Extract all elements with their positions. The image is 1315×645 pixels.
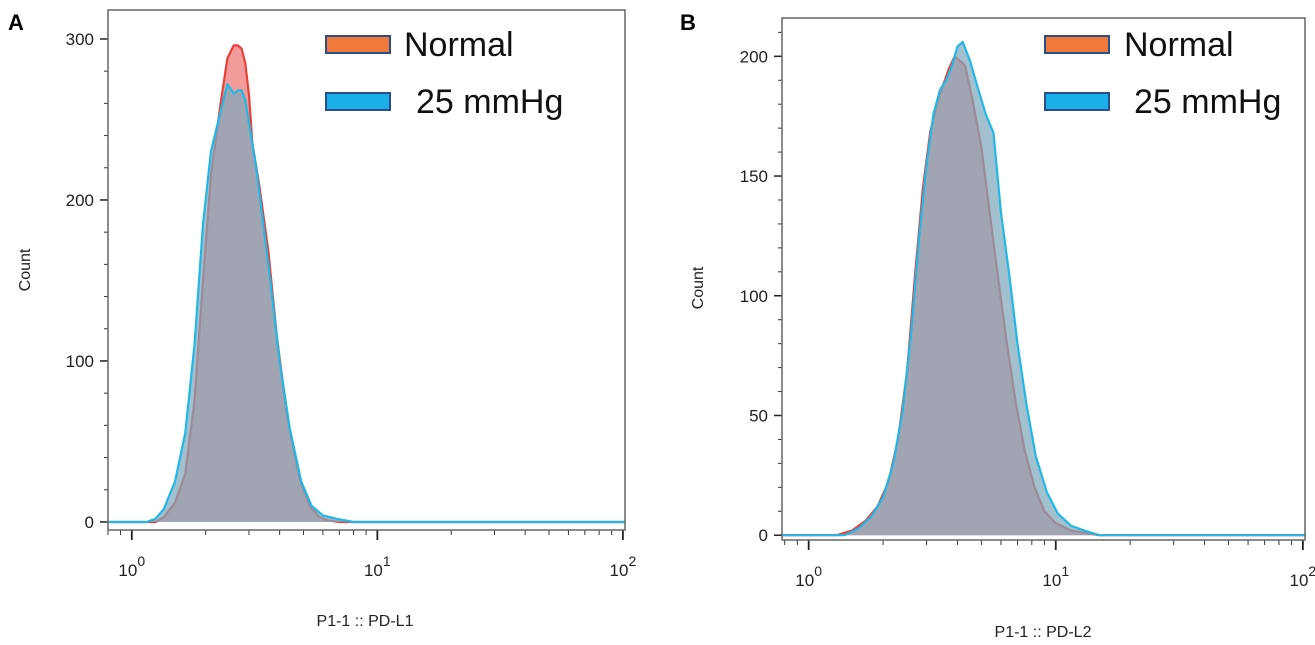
panel-a-legend-swatch-normal	[325, 35, 391, 54]
panel-a-y-axis-title: Count	[17, 248, 34, 291]
panel-b-legend-swatch-25mmhg	[1044, 92, 1110, 111]
panel-b-plot-area: 0 50 100 150 200 100 101 102	[740, 31, 1315, 590]
panel-b-x-tick-label: 100	[795, 563, 822, 590]
panel-b-line-25mmhg	[782, 40, 1305, 537]
panel-a-letter: A	[8, 10, 24, 35]
panel-a-y-tick-label: 300	[66, 30, 94, 49]
panel-b-y-tick-label: 0	[759, 526, 768, 545]
panel-a-legend: Normal 25 mmHg	[325, 26, 563, 121]
panel-b-y-tick-label: 100	[740, 287, 768, 306]
panel-a-x-tick-label: 100	[118, 553, 145, 580]
panel-a-x-tick-label: 101	[364, 553, 391, 580]
panel-b-legend: Normal 25 mmHg	[1044, 26, 1281, 121]
panel-b-area-25mmhg	[782, 41, 1305, 536]
panel-b-line-normal	[782, 55, 1305, 537]
panel-a-y-tick-label: 200	[66, 191, 94, 210]
panel-b-y-tick-label: 50	[749, 406, 768, 425]
panel-b-legend-swatch-normal	[1044, 35, 1110, 54]
panel-b-x-tick-label: 102	[1290, 563, 1315, 590]
panel-b-legend-label-normal: Normal	[1124, 26, 1234, 64]
panel-a-legend-label-25mmhg: 25 mmHg	[416, 83, 563, 121]
panel-a-y-tick-label: 0	[85, 513, 94, 532]
panel-a-frame	[107, 9, 626, 531]
panel-a-x-tick-label: 102	[610, 553, 637, 580]
panel-a-legend-label-normal: Normal	[404, 26, 514, 64]
panel-b-area-normal	[782, 56, 1305, 536]
panel-a-line-25mmhg	[108, 83, 625, 524]
panel-a-plot-area: 0 100 200 300 100 101 102	[66, 30, 637, 580]
panel-b-frame	[781, 17, 1306, 541]
panel-a-y-tick-label: 100	[66, 352, 94, 371]
panel-b-y-axis-title: Count	[690, 266, 707, 309]
panel-b-letter: B	[680, 10, 696, 35]
panel-b-y-tick-label: 150	[740, 167, 768, 186]
panel-b-y-tick-label: 200	[740, 47, 768, 66]
panel-b-x-axis-title: P1-1 :: PD-L2	[995, 624, 1092, 641]
panel-b-x-tick-label: 101	[1042, 563, 1069, 590]
panel-a-legend-swatch-25mmhg	[325, 92, 391, 111]
panel-a-x-axis-title: P1-1 :: PD-L1	[317, 613, 414, 630]
panel-b-legend-label-25mmhg: 25 mmHg	[1134, 83, 1281, 121]
panel-a-area-25mmhg	[108, 84, 625, 522]
